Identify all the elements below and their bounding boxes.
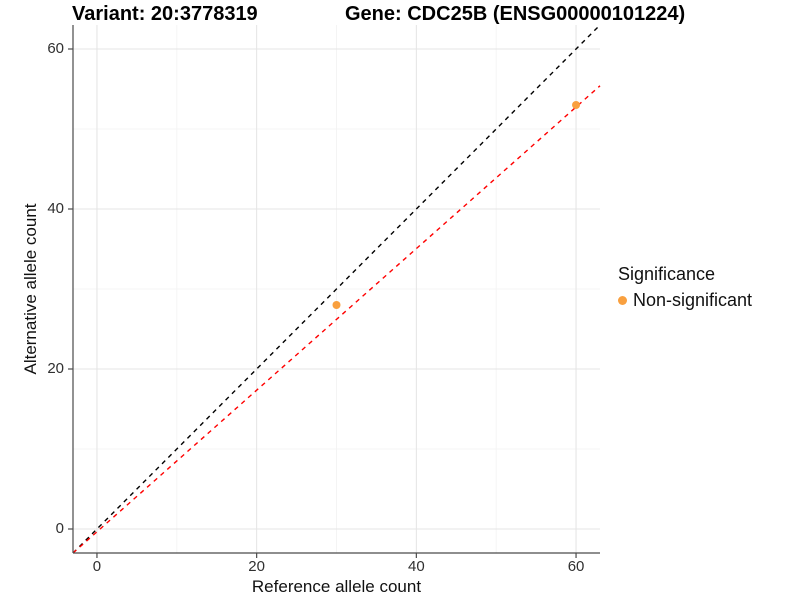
data-point — [332, 301, 341, 309]
x-tick-label: 20 — [248, 558, 265, 575]
x-tick-label: 40 — [408, 558, 425, 575]
legend: Significance Non-significant — [618, 264, 752, 311]
identity-line — [72, 24, 601, 554]
legend-point-icon — [618, 296, 627, 305]
y-tick-label: 60 — [47, 40, 64, 57]
x-tick-label: 0 — [92, 558, 102, 575]
legend-title: Significance — [618, 264, 716, 284]
legend-item-label: Non-significant — [633, 290, 753, 310]
fit-line — [72, 85, 601, 554]
legend-item-non-significant: Non-significant — [618, 290, 752, 311]
x-axis-label: Reference allele count — [251, 577, 422, 596]
y-tick-label: 0 — [55, 520, 64, 537]
y-axis-label-text: Alternative allele count — [21, 203, 40, 375]
data-point — [572, 101, 581, 109]
y-tick-label: 40 — [47, 200, 64, 217]
plot-title-variant: Variant: 20:3778319 — [72, 3, 258, 25]
y-tick-label: 20 — [47, 360, 64, 377]
plot-title-gene: Gene: CDC25B (ENSG00000101224) — [345, 3, 686, 25]
x-tick-label: 60 — [567, 558, 585, 575]
